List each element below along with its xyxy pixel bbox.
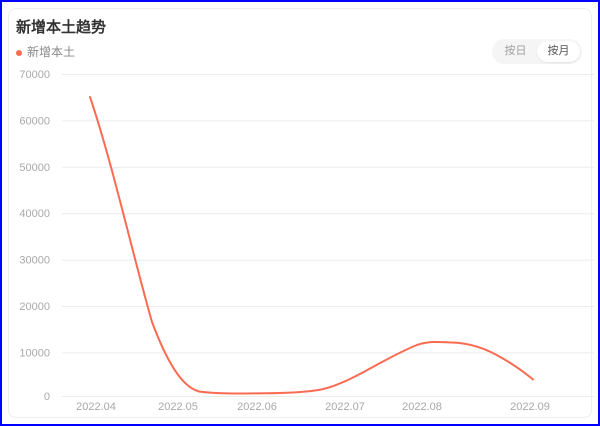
svg-text:40000: 40000: [19, 208, 50, 220]
svg-text:70000: 70000: [19, 69, 50, 81]
svg-text:20000: 20000: [19, 301, 50, 313]
svg-text:30000: 30000: [19, 255, 50, 267]
svg-text:60000: 60000: [19, 115, 50, 127]
svg-text:2022.06: 2022.06: [237, 401, 277, 413]
svg-text:2022.07: 2022.07: [325, 401, 365, 413]
svg-text:2022.04: 2022.04: [76, 401, 116, 413]
svg-text:50000: 50000: [19, 162, 50, 174]
svg-text:0: 0: [44, 391, 50, 403]
svg-text:2022.08: 2022.08: [402, 401, 442, 413]
svg-text:10000: 10000: [19, 347, 50, 359]
svg-text:2022.05: 2022.05: [158, 401, 198, 413]
svg-text:2022.09: 2022.09: [510, 401, 550, 413]
